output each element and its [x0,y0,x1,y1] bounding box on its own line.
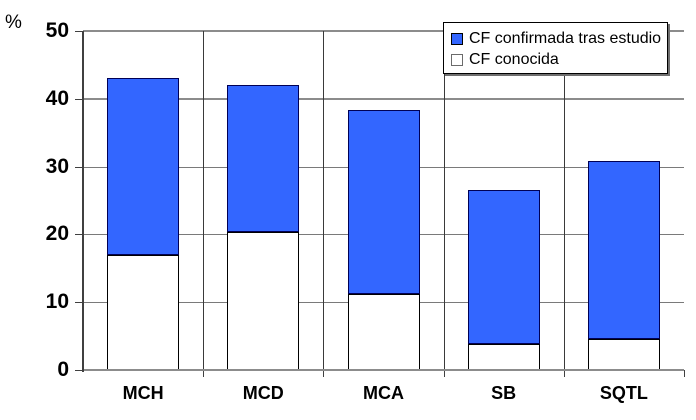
x-category-label-MCD: MCD [242,383,284,403]
y-tick-label-10: 10 [45,290,69,314]
y-tick-label-0: 0 [57,358,69,381]
x-axis-line [83,369,684,371]
x-category-label-SQTL: SQTL [599,383,648,403]
x-tick [323,370,325,377]
legend: CF confirmada tras estudio CF conocida [443,22,668,74]
y-tick-label-40: 40 [45,86,69,110]
category-separator [443,31,445,370]
y-tick-40 [75,98,83,100]
y-axis-line [82,31,84,372]
bar-segment-confirmada-MCA [347,110,420,295]
x-category-label-MCA: MCA [363,383,404,403]
category-separator [323,31,325,370]
legend-label-conocida: CF conocida [469,50,559,68]
bar-segment-confirmada-SQTL [587,161,660,339]
category-separator [563,31,565,370]
y-tick-30 [75,166,83,168]
bar-segment-conocida-SB [467,344,540,370]
category-separator [203,31,205,370]
y-tick-20 [75,234,83,236]
x-tick-end [684,370,685,377]
gridline-40 [83,97,684,100]
y-tick-10 [75,302,83,304]
x-category-label-MCH: MCH [122,383,164,403]
gridline-50 [83,30,684,32]
bar-segment-confirmada-MCD [227,85,300,232]
y-tick-label-20: 20 [45,222,69,246]
y-tick-label-30: 30 [45,154,69,178]
y-tick-50 [75,31,83,32]
y-axis-unit-label: % [5,12,22,33]
bar-segment-conocida-SQTL [587,338,660,370]
x-tick [563,370,565,377]
x-tick [203,370,205,377]
x-category-label-SB: SB [491,383,517,403]
bar-segment-confirmada-MCH [107,78,180,255]
y-tick-label-50: 50 [45,19,69,42]
bar-segment-conocida-MCD [227,231,300,370]
legend-swatch-confirmada-icon [451,32,463,45]
bar-segment-confirmada-SB [467,190,540,345]
legend-swatch-conocida-icon [451,53,463,66]
y-tick-0 [75,370,83,371]
bar-segment-conocida-MCH [107,254,180,370]
legend-item-conocida: CF conocida [451,49,660,70]
legend-item-confirmada: CF confirmada tras estudio [451,28,662,49]
legend-label-confirmada: CF confirmada tras estudio [469,29,662,47]
x-tick [443,370,445,377]
bar-segment-conocida-MCA [347,294,420,370]
